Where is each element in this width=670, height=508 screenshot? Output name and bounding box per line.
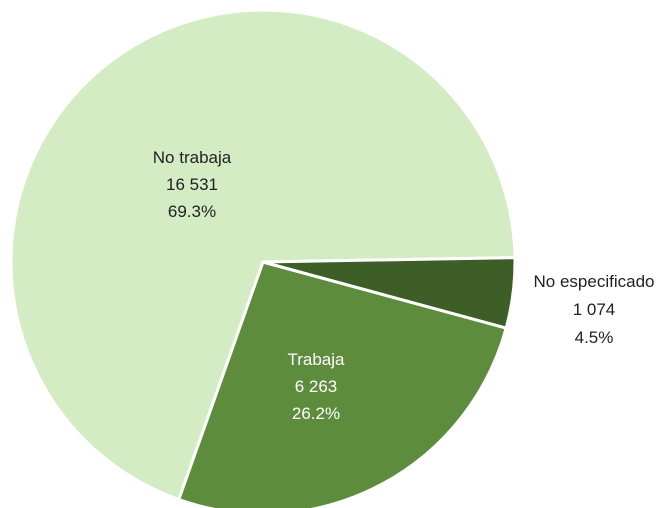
slice-trabaja: [176, 260, 509, 508]
label-no-trabaja: No trabaja 16 531 69.3%: [153, 148, 232, 221]
label-no-especificado-value: 1 074: [573, 300, 616, 319]
label-trabaja: Trabaja 6 263 26.2%: [287, 350, 345, 423]
label-trabaja-category: Trabaja: [287, 350, 345, 369]
label-trabaja-value: 6 263: [295, 377, 338, 396]
label-no-trabaja-value: 16 531: [166, 175, 218, 194]
label-trabaja-percent: 26.2%: [292, 404, 340, 423]
label-no-especificado: No especificado 1 074 4.5%: [534, 272, 655, 347]
label-no-trabaja-category: No trabaja: [153, 148, 232, 167]
slice-no-especificado: [262, 256, 517, 330]
slice-no-trabaja: [9, 8, 517, 502]
label-no-trabaja-percent: 69.3%: [168, 202, 216, 221]
pie-slices: [9, 8, 517, 508]
label-no-especificado-percent: 4.5%: [575, 328, 614, 347]
label-no-especificado-category: No especificado: [534, 272, 655, 291]
